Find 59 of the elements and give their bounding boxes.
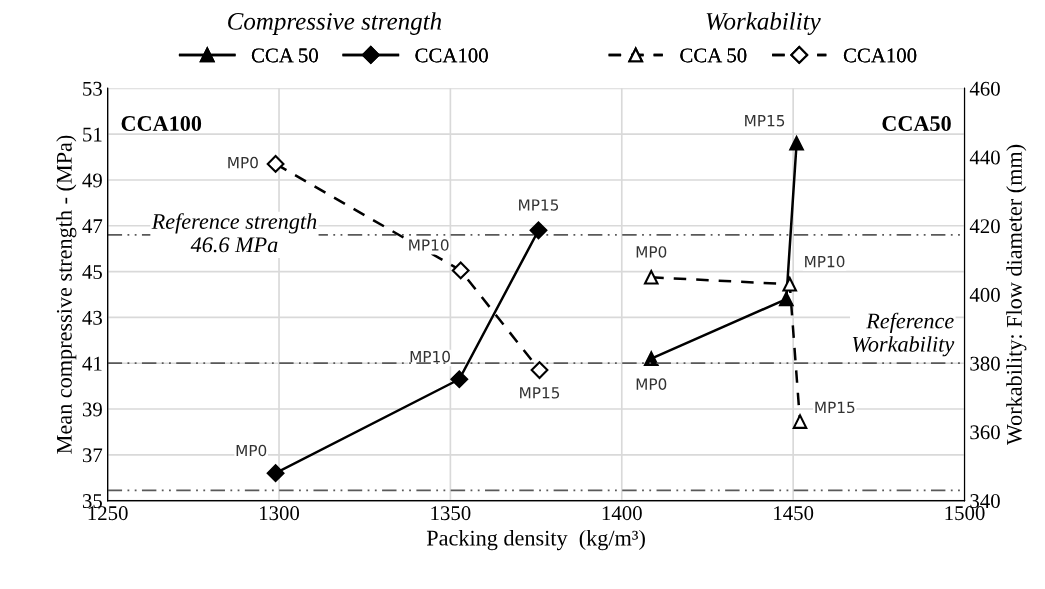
legend-label: CCA 50 <box>251 48 318 63</box>
data-label: MP0 <box>636 246 667 258</box>
annotation: CCA50 <box>882 116 951 132</box>
x-tick-label: 1300 <box>260 506 300 521</box>
y2-tick-label: 460 <box>969 81 1000 96</box>
data-label: MP0 <box>636 378 667 390</box>
y-tick-label: 53 <box>83 81 102 96</box>
ref-line-label: Reference Workability <box>852 312 955 357</box>
data-label: MP0 <box>236 444 267 457</box>
legend-label: CCA100 <box>843 48 917 63</box>
data-label: MP15 <box>519 199 559 211</box>
ref-line-label: Reference strength 46.6 MPa <box>151 213 317 253</box>
x-tick-label: 1450 <box>774 506 814 521</box>
y-tick-label: 39 <box>82 402 102 417</box>
text: Compressive strength <box>228 12 442 35</box>
data-label: MP10 <box>409 239 449 251</box>
data-label: MP10 <box>805 255 845 268</box>
point <box>789 136 804 151</box>
legend-label: CCA100 <box>415 48 488 63</box>
y-tick-label: 37 <box>82 448 103 463</box>
x-tick-label: 1350 <box>431 506 471 521</box>
point <box>530 361 549 379</box>
point <box>450 370 469 389</box>
annotation: CCA100 <box>121 116 202 132</box>
y2-axis-title: Workability: Flow diameter (mm) <box>1006 144 1027 446</box>
data-label: MP15 <box>815 401 855 414</box>
y2-tick-label: 400 <box>969 287 1000 302</box>
point <box>529 221 548 240</box>
point <box>782 276 798 292</box>
y-axis-title: Mean compressive strength - (MPa) <box>56 135 77 454</box>
data-label: MP0 <box>228 156 258 169</box>
x-tick-label: 1400 <box>602 506 642 521</box>
point <box>451 261 470 280</box>
data-label: MP15 <box>745 115 785 127</box>
y2-tick-label: 440 <box>969 150 1000 165</box>
x-tick-label: 1250 <box>88 506 128 521</box>
point <box>643 270 659 285</box>
y2-tick-label: 420 <box>969 219 1000 234</box>
y-tick-label: 41 <box>82 356 102 371</box>
y2-tick-label: 340 <box>970 494 1000 509</box>
y-tick-label: 47 <box>82 219 103 234</box>
y-tick-label: 49 <box>82 173 102 188</box>
y2-tick-label: 380 <box>970 356 1000 371</box>
y-tick-label: 45 <box>82 265 102 280</box>
y2-tick-label: 360 <box>970 425 1000 440</box>
y-tick-label: 51 <box>83 127 102 142</box>
point <box>792 414 808 429</box>
legend-label: CCA 50 <box>680 48 747 63</box>
x-tick-label: 1500 <box>945 506 985 521</box>
text: Workability <box>706 12 821 35</box>
x-axis-title: Packing density (kg/m³) <box>426 529 645 551</box>
point <box>266 464 285 483</box>
data-label: MP10 <box>410 350 450 363</box>
y-tick-label: 43 <box>82 310 102 325</box>
point <box>643 351 659 366</box>
data-label: MP15 <box>520 387 560 399</box>
y-tick-label: 35 <box>82 494 102 509</box>
point <box>266 155 285 173</box>
point <box>779 291 794 307</box>
